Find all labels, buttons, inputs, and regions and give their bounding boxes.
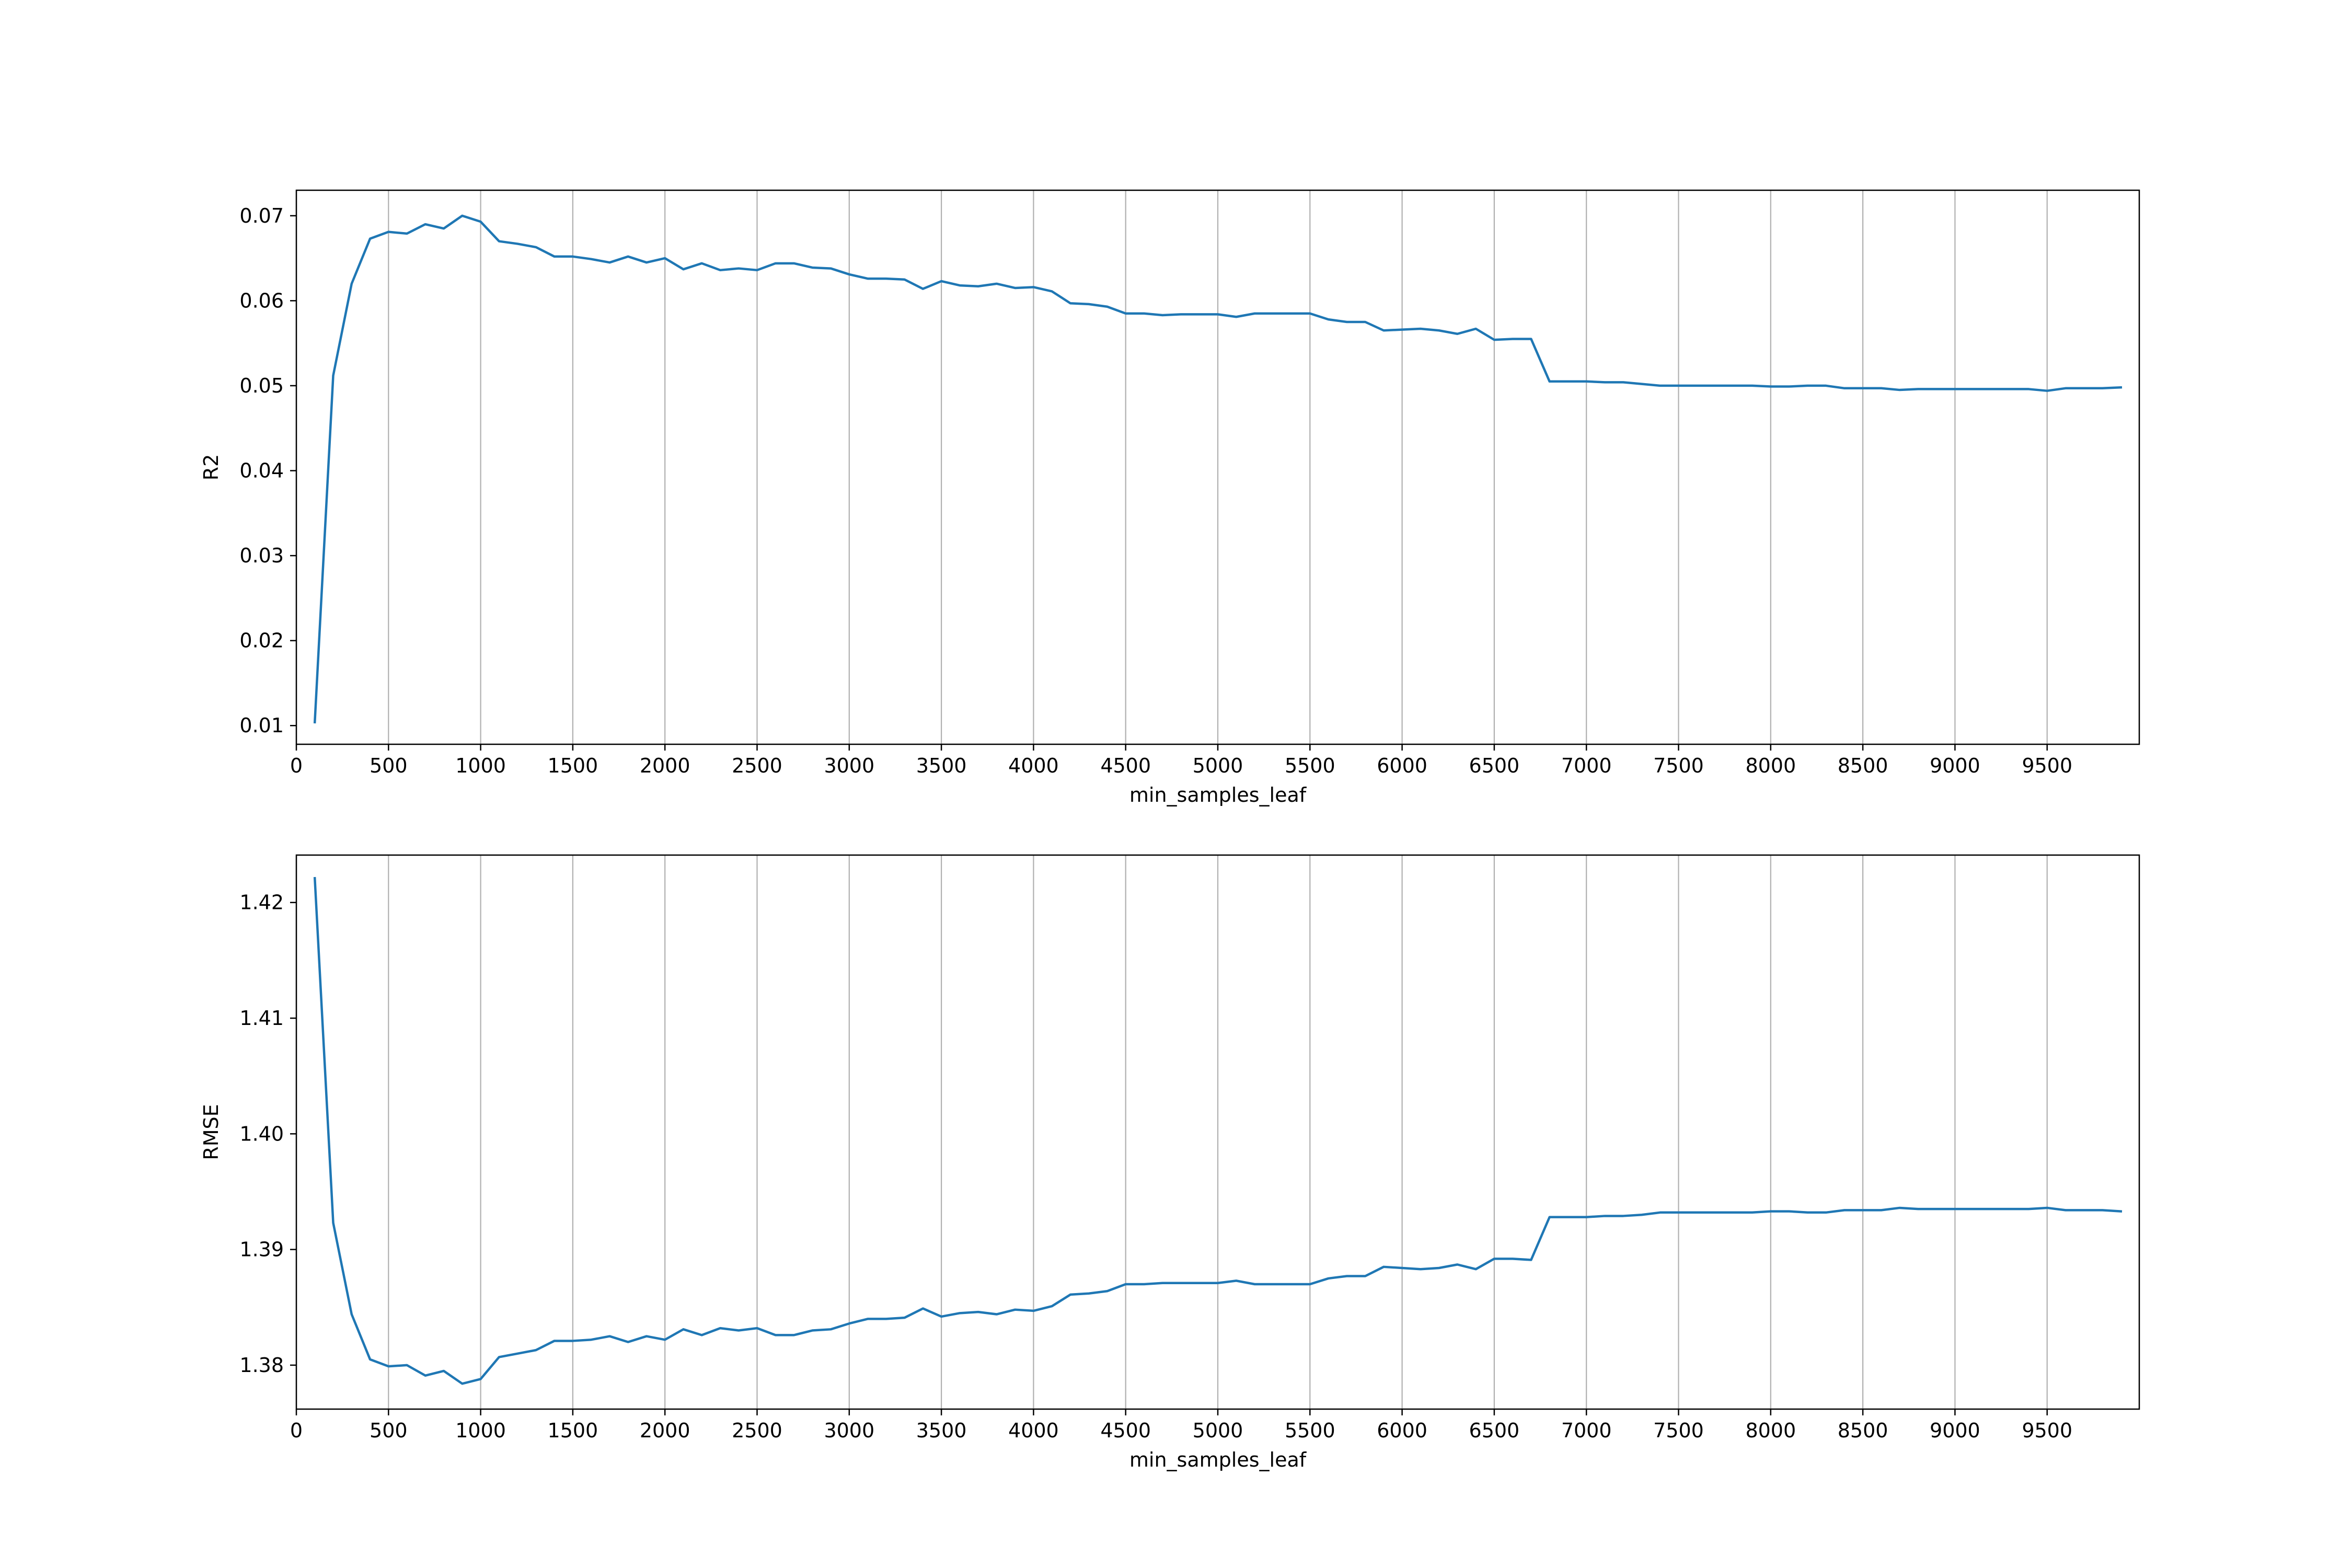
- rmse-x-tick-label: 3000: [824, 1419, 874, 1442]
- r2-x-tick-label: 2500: [732, 754, 782, 777]
- rmse-y-tick-label: 1.41: [239, 1007, 284, 1030]
- r2-x-axis-label: min_samples_leaf: [1129, 783, 1307, 806]
- r2-y-tick-label: 0.03: [239, 544, 284, 567]
- r2-gridlines: [295, 190, 2048, 744]
- r2-subplot: 0 500 1000 1500 2000 2500 3000 3500 4000 4500 5000…: [200, 189, 2140, 806]
- rmse-x-tick-label: 9000: [1930, 1419, 1980, 1442]
- r2-series-layer: [313, 214, 2123, 724]
- r2-x-tick-label: 2000: [640, 754, 690, 777]
- r2-x-tick-label: 5500: [1285, 754, 1335, 777]
- r2-x-tick-label: 9000: [1930, 754, 1980, 777]
- rmse-y-tick-label: 1.40: [239, 1122, 284, 1145]
- rmse-x-tick-label: 5500: [1285, 1419, 1335, 1442]
- rmse-x-tick-label: 6500: [1469, 1419, 1520, 1442]
- r2-x-tick-label: 5000: [1193, 754, 1243, 777]
- rmse-x-tick-label: 7000: [1561, 1419, 1612, 1442]
- rmse-y-tick-label: 1.42: [239, 891, 284, 914]
- rmse-x-tick-label: 8000: [1745, 1419, 1796, 1442]
- r2-x-tick-label: 8500: [1838, 754, 1888, 777]
- r2-y-tick-label: 0.01: [239, 714, 284, 737]
- r2-x-tick-label: 7000: [1561, 754, 1612, 777]
- rmse-x-tick-label: 2500: [732, 1419, 782, 1442]
- rmse-x-tick-label: 0: [290, 1419, 303, 1442]
- rmse-x-tick-label: 9500: [2022, 1419, 2072, 1442]
- rmse-series-line: [313, 877, 2123, 1385]
- r2-y-axis-label: R2: [200, 454, 223, 481]
- rmse-x-tick-label: 6000: [1377, 1419, 1427, 1442]
- rmse-x-tick-label: 8500: [1838, 1419, 1888, 1442]
- r2-y-tick-label: 0.07: [239, 204, 284, 227]
- r2-plot-frame: [295, 189, 2140, 745]
- r2-x-tick-label: 9500: [2022, 754, 2072, 777]
- r2-y-tick-label: 0.04: [239, 459, 284, 482]
- rmse-x-tick-label: 4500: [1100, 1419, 1151, 1442]
- rmse-y-tick-label: 1.39: [239, 1238, 284, 1261]
- r2-series-line: [313, 214, 2123, 724]
- r2-x-tick-label: 7500: [1653, 754, 1704, 777]
- r2-x-tick-label: 3500: [916, 754, 967, 777]
- rmse-x-tick-label: 4000: [1008, 1419, 1059, 1442]
- r2-y-tick-label: 0.06: [239, 289, 284, 312]
- rmse-x-tick-label: 1000: [455, 1419, 506, 1442]
- rmse-series-layer: [313, 877, 2123, 1385]
- rmse-plot-frame: [295, 854, 2140, 1410]
- rmse-y-tick-label: 1.38: [239, 1354, 284, 1377]
- r2-x-tick-label: 1500: [548, 754, 598, 777]
- rmse-subplot: 0 500 1000 1500 2000 2500 3000 3500 4000 4500 5000…: [200, 854, 2140, 1471]
- rmse-x-tick-label: 7500: [1653, 1419, 1704, 1442]
- r2-x-tick-label: 4500: [1100, 754, 1151, 777]
- rmse-x-tick-label: 1500: [548, 1419, 598, 1442]
- rmse-x-tick-label: 2000: [640, 1419, 690, 1442]
- r2-x-tick-label: 1000: [455, 754, 506, 777]
- r2-x-tick-label: 6000: [1377, 754, 1427, 777]
- rmse-x-axis-label: min_samples_leaf: [1129, 1448, 1307, 1471]
- r2-x-tick-label: 500: [370, 754, 408, 777]
- r2-x-tick-label: 8000: [1745, 754, 1796, 777]
- rmse-x-tick-label: 500: [370, 1419, 408, 1442]
- r2-x-tick-label: 3000: [824, 754, 874, 777]
- r2-x-tick-label: 6500: [1469, 754, 1520, 777]
- r2-x-tick-label: 4000: [1008, 754, 1059, 777]
- rmse-x-tick-label: 5000: [1193, 1419, 1243, 1442]
- r2-y-tick-label: 0.02: [239, 629, 284, 652]
- rmse-x-tick-label: 3500: [916, 1419, 967, 1442]
- r2-x-tick-label: 0: [290, 754, 303, 777]
- r2-ticks: 0 500 1000 1500 2000 2500 3000 3500 4000 4500 5000…: [239, 204, 2072, 777]
- rmse-y-axis-label: RMSE: [200, 1104, 223, 1160]
- rmse-ticks: 0 500 1000 1500 2000 2500 3000 3500 4000 4500 5000…: [239, 891, 2072, 1442]
- r2-y-tick-label: 0.05: [239, 374, 284, 397]
